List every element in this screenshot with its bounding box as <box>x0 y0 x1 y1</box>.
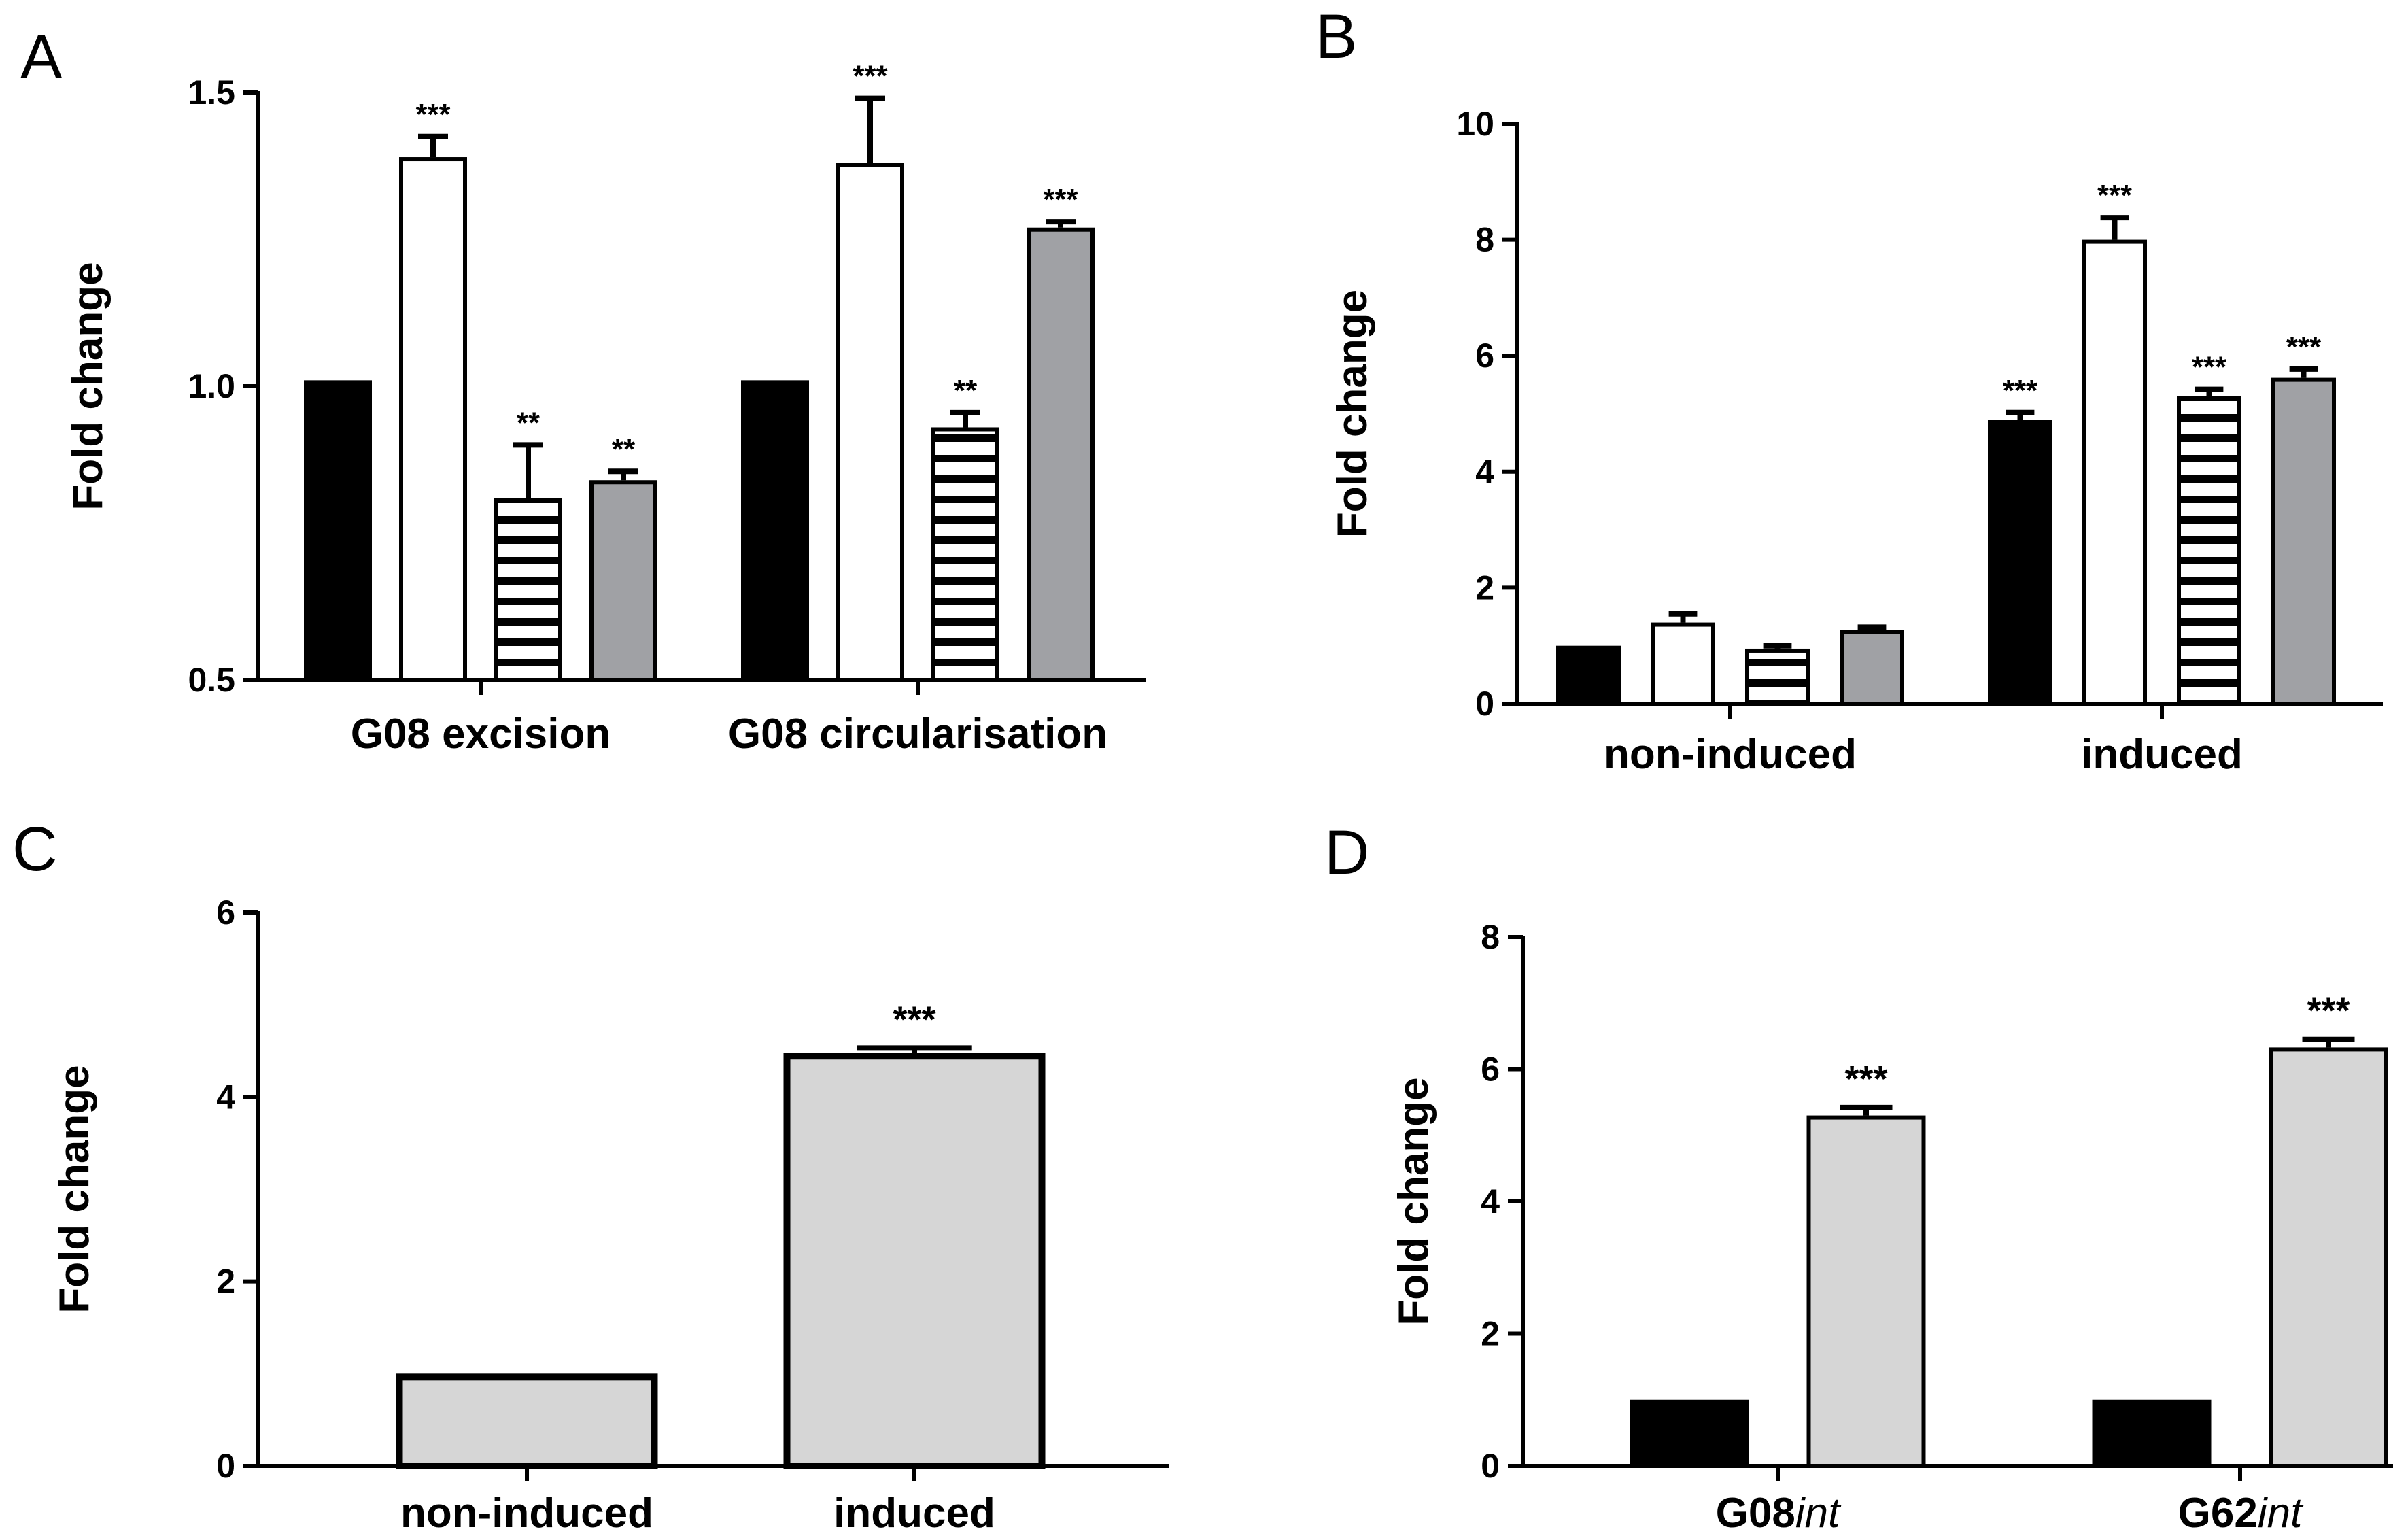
category-label: G62int <box>2178 1490 2304 1537</box>
significance-marker: *** <box>1844 1059 1887 1099</box>
y-tick-label: 0 <box>1481 1447 1500 1485</box>
significance-marker: *** <box>2003 374 2038 407</box>
y-tick-label: 4 <box>1475 453 1494 491</box>
y-axis-title: Fold change <box>51 1065 98 1313</box>
y-tick-label: 1.0 <box>188 367 235 405</box>
y-tick-label: 8 <box>1481 918 1500 956</box>
y-tick-label: 2 <box>1481 1315 1500 1353</box>
bar-black-0 <box>304 380 372 682</box>
bar-gray-0 <box>1840 630 1904 706</box>
y-tick-label: 2 <box>216 1263 235 1301</box>
panel-letter: B <box>1315 2 1357 71</box>
category-label: induced <box>833 1490 995 1537</box>
bar-striped-0 <box>494 498 562 682</box>
category-label: G08 circularisation <box>728 711 1107 757</box>
bar-black-0 <box>1556 645 1621 706</box>
panel-letter: C <box>12 815 57 884</box>
significance-marker: *** <box>1043 183 1078 216</box>
bar-light-gray-1 <box>2269 1047 2388 1468</box>
panel-letter: A <box>20 22 63 92</box>
bar-white-0 <box>399 157 467 683</box>
significance-marker: *** <box>853 60 888 93</box>
significance-marker: *** <box>2307 991 2350 1031</box>
y-axis-title: Fold change <box>65 262 111 510</box>
bar-gray-1 <box>2271 377 2336 706</box>
y-tick-label: 4 <box>216 1078 235 1116</box>
significance-marker: ** <box>612 432 636 466</box>
y-tick-label: 1.5 <box>188 73 235 112</box>
bar-black-1 <box>741 380 809 682</box>
bar-striped-1 <box>2177 396 2241 706</box>
bar-light-gray-1 <box>783 1053 1046 1470</box>
bar-white-0 <box>1651 622 1715 706</box>
y-axis-title: Fold change <box>1329 290 1376 538</box>
bar-light-gray-0 <box>1806 1115 1926 1468</box>
category-label: induced <box>2081 731 2243 778</box>
y-tick-label: 8 <box>1475 221 1494 259</box>
panel-c: C 0 2 4 6 Fold change non-induced induced *** <box>12 815 1169 1537</box>
bar-black-1 <box>1988 420 2052 706</box>
category-label: non-induced <box>400 1490 653 1537</box>
category-label-suffix: int <box>1795 1490 1842 1537</box>
y-tick-label: 0 <box>216 1447 235 1485</box>
bar-white-1 <box>836 163 904 682</box>
significance-marker: *** <box>415 98 451 131</box>
bar-light-gray-0 <box>396 1373 658 1470</box>
category-label: G08int <box>1716 1490 1842 1537</box>
significance-marker: *** <box>2097 179 2133 212</box>
y-tick-label: 0.5 <box>188 661 235 699</box>
category-label: non-induced <box>1604 731 1857 778</box>
y-tick-label: 0 <box>1475 685 1494 723</box>
significance-marker: *** <box>893 999 935 1040</box>
category-label-suffix: int <box>2258 1490 2304 1537</box>
y-tick-label: 6 <box>1475 337 1494 375</box>
significance-marker: ** <box>954 374 978 407</box>
bar-gray-0 <box>589 480 657 682</box>
category-label-prefix: G62 <box>2178 1490 2258 1537</box>
bar-striped-1 <box>931 427 999 682</box>
y-tick-label: 6 <box>1481 1050 1500 1089</box>
bar-black-1 <box>2092 1399 2212 1468</box>
bar-gray-1 <box>1027 227 1095 683</box>
significance-marker: ** <box>517 406 540 439</box>
y-tick-label: 2 <box>1475 568 1494 606</box>
category-label-prefix: G08 <box>1716 1490 1795 1537</box>
category-label: G08 excision <box>351 711 611 757</box>
bar-black-0 <box>1630 1399 1749 1468</box>
significance-marker: *** <box>2286 330 2322 364</box>
y-axis-title: Fold change <box>1390 1077 1437 1325</box>
bar-striped-0 <box>1745 648 1810 706</box>
y-tick-label: 10 <box>1456 105 1494 143</box>
significance-marker: *** <box>2192 351 2227 384</box>
y-tick-label: 6 <box>216 893 235 932</box>
panel-b: B 0 2 4 6 8 10 Fold change non-induced induced ***… <box>1315 2 2383 778</box>
bar-white-1 <box>2082 239 2147 706</box>
y-tick-label: 4 <box>1481 1182 1500 1220</box>
panel-letter: D <box>1324 818 1369 887</box>
